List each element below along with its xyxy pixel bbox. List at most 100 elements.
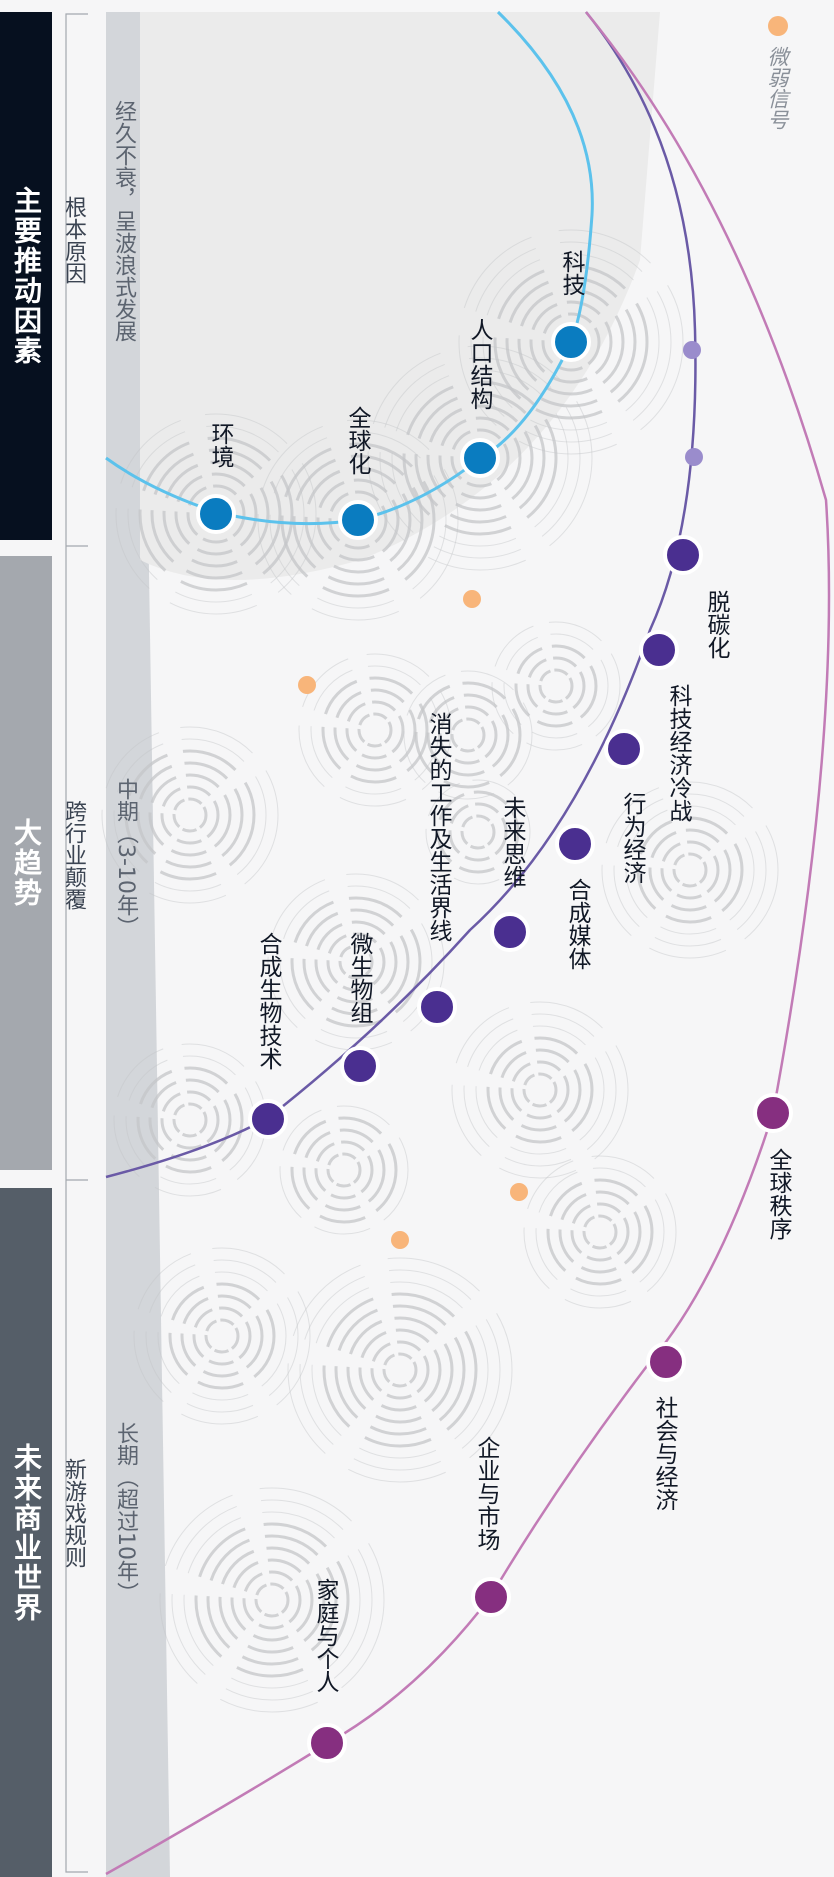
ripple-ring [326,1152,362,1188]
ripple-ring [279,885,433,1039]
ripple-ring [172,1102,208,1138]
ripple-ring [541,312,601,372]
stage-band-future-world: 未来商业世界 [0,1188,52,1877]
ripple-ring [535,1167,665,1297]
ripple-ring [280,442,436,598]
ripple-ring [491,621,621,751]
stage-title-future-world: 未来商业世界 [10,1442,43,1623]
node-family-individual [307,1723,347,1763]
node-tech [551,322,591,362]
ripple-ring [180,1294,264,1378]
ripple-ring [338,944,374,980]
node-decarbonization [663,535,703,575]
label-society-economy: 社会与经济 [651,1396,677,1511]
ripple-ring [601,781,779,959]
label-work-life-boundary: 消失的工作及生活界线 [425,712,451,942]
label-decarbonization: 脱碳化 [703,590,729,659]
ripple-ring [403,670,533,800]
minor-dots [683,341,703,466]
ripple-ring [124,749,256,881]
ripple-ring [101,726,279,904]
ripple-ring [370,1340,430,1400]
ripple-ring [648,828,732,912]
ripple-ring [310,665,440,795]
label-microbiome: 微生物组 [346,932,372,1024]
ripple-ring [230,1558,314,1642]
ripple-ring [486,1036,594,1144]
ripple-patterns [101,229,779,1713]
stage-band-megatrends: 大趋势 [0,556,52,1170]
ripple-ring [503,633,609,739]
label-synthetic-media: 合成媒体 [564,878,590,970]
stage-desc-megatrends: 中期（3-10年） [113,778,138,938]
stage-title-megatrends: 大趋势 [10,818,43,908]
time-band [106,12,170,1877]
ripple-ring [172,797,208,833]
ripple-ring [414,392,546,524]
ripple-ring [186,484,246,544]
ripple-ring [660,840,720,900]
ripple-ring [613,793,767,947]
weak-signals [298,16,788,1249]
stage-subtitle-megatrends: 跨行业颠覆 [61,800,86,910]
ripple-ring [127,425,305,603]
ripple-ring [523,1155,677,1309]
node-global-order [753,1093,793,1133]
ripple-ring [115,413,317,615]
ripple-ring [287,1257,513,1483]
ripple-ring [157,1271,287,1401]
stage-title-drivers: 主要推动因素 [10,186,43,366]
ripple-ring [242,1570,302,1630]
node-demographics [460,438,500,478]
ripple-ring [136,761,244,869]
driver-nodes [196,322,591,540]
ripple-ring [358,1328,442,1412]
ripple-ring [298,653,452,807]
ripple-ring [448,802,508,862]
ripple-ring [438,416,522,500]
ripple-ring [316,478,400,562]
ripple-ring [204,1318,240,1354]
ripple-ring [145,1259,299,1413]
ripple-ring [460,814,496,850]
ripple-ring [529,300,613,384]
ripple-ring [321,676,429,784]
ripple-ring [458,229,684,455]
ripple-ring [345,700,405,760]
node-synthetic-biology [248,1099,288,1139]
ripple-ring [302,1128,386,1212]
ripple-ring [322,1292,478,1448]
ripple-ring [672,852,708,888]
ripple-ring [558,1190,642,1274]
future-nodes [307,1093,793,1763]
ripple-ring [334,1304,466,1436]
ripple-ring [470,241,672,443]
ripple-ring [546,1178,654,1286]
label-demographics: 人口结构 [466,318,492,410]
node-environment [196,494,236,534]
ripple-ring [218,1546,326,1654]
label-globalization: 全球化 [344,406,370,475]
ripple-ring [526,656,586,716]
ripple-ring [450,428,510,488]
ripple-ring [160,785,220,845]
ripple-ring [290,1116,398,1224]
weak-signal-dot [298,676,316,694]
ripple-ring [183,1511,361,1689]
ripple-ring [206,1534,338,1666]
ripple-ring [426,404,534,512]
ripple-ring [482,253,660,431]
ripple-ring [438,705,498,765]
stage-desc-drivers: 经久不衰，呈波浪式发展 [111,100,136,342]
ripple-ring [636,816,744,924]
ripple-ring [133,1247,311,1425]
stage-subtitle-drivers: 根本原因 [61,196,86,284]
minor-dot [685,448,703,466]
ripple-ring [333,688,417,772]
ripple-ring [326,932,386,992]
ripple-ring [328,490,388,550]
ripple-ring [498,1048,582,1132]
ripple-ring [493,264,649,420]
ripple-ring [517,288,625,396]
ripple-ring [475,1025,605,1155]
